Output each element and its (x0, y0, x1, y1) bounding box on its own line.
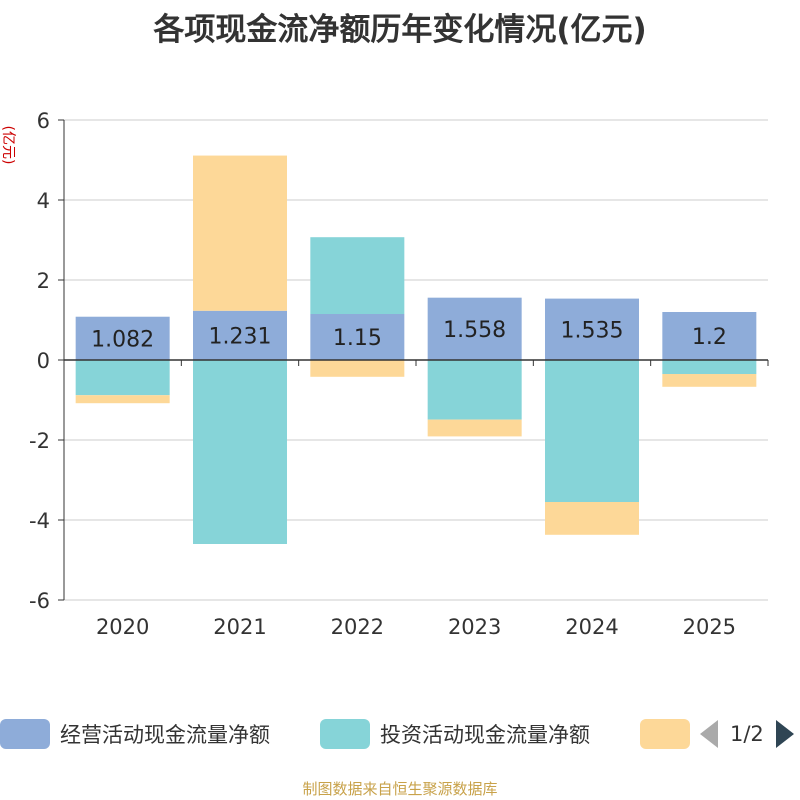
bar-2021-series-0 (193, 310, 287, 360)
y-tick-label: -2 (29, 429, 50, 453)
y-tick-label: -6 (29, 589, 50, 613)
bar-2025-series-0 (662, 312, 757, 360)
bar-2024-series-0 (545, 298, 639, 360)
bar-2024-series-1 (545, 360, 639, 502)
bar-2023-series-0 (427, 297, 522, 360)
x-tick-label: 2024 (565, 615, 618, 639)
bar-2021-series-1 (193, 360, 287, 544)
data-label: 1.231 (209, 324, 272, 349)
pager-prev-icon[interactable] (700, 720, 718, 748)
x-tick-label: 2023 (448, 615, 501, 639)
legend: 经营活动现金流量净额 投资活动现金流量净额 1/2 (0, 716, 800, 756)
x-tick-label: 2020 (96, 615, 149, 639)
y-tick-label: 0 (37, 349, 50, 373)
bar-2022-series-1 (310, 237, 405, 314)
legend-swatch-financing (640, 719, 690, 749)
legend-pager: 1/2 (700, 716, 794, 752)
legend-swatch-operating (0, 719, 50, 749)
data-label: 1.15 (333, 326, 382, 351)
legend-item-financing[interactable] (640, 716, 690, 752)
y-tick-label: -4 (29, 509, 50, 533)
x-tick-label: 2022 (331, 615, 384, 639)
data-label: 1.558 (443, 318, 506, 343)
bar-2025-series-1 (662, 360, 757, 374)
bar-2024-series-2 (545, 502, 639, 535)
legend-swatch-investing (320, 719, 370, 749)
bar-2020-series-2 (75, 395, 170, 404)
bar-2025-series-2 (662, 374, 757, 387)
legend-item-operating[interactable]: 经营活动现金流量净额 (0, 716, 270, 752)
bar-2020-series-1 (75, 360, 170, 396)
y-axis-title: (亿元) (0, 126, 16, 165)
bar-2023-series-2 (427, 419, 522, 437)
bar-2023-series-1 (427, 360, 522, 420)
bar-2022-series-2 (310, 360, 405, 377)
legend-label-operating: 经营活动现金流量净额 (60, 723, 270, 747)
bar-2021-series-2 (193, 155, 287, 311)
bar-2022-series-0 (310, 314, 405, 360)
chart-title: 各项现金流净额历年变化情况(亿元) (153, 12, 647, 48)
data-label: 1.535 (561, 318, 624, 343)
pager-text: 1/2 (730, 722, 764, 746)
x-tick-label: 2021 (213, 615, 266, 639)
y-tick-label: 4 (37, 189, 50, 213)
data-label: 1.082 (91, 327, 154, 352)
pager-next-icon[interactable] (775, 720, 794, 748)
y-tick-label: 6 (37, 109, 50, 133)
legend-label-investing: 投资活动现金流量净额 (380, 723, 590, 747)
source-note: 制图数据来自恒生聚源数据库 (302, 780, 498, 798)
legend-item-investing[interactable]: 投资活动现金流量净额 (320, 716, 590, 752)
y-tick-label: 2 (37, 269, 50, 293)
data-label: 1.2 (692, 325, 727, 350)
bar-2020-series-0 (75, 316, 170, 360)
x-tick-label: 2025 (683, 615, 736, 639)
